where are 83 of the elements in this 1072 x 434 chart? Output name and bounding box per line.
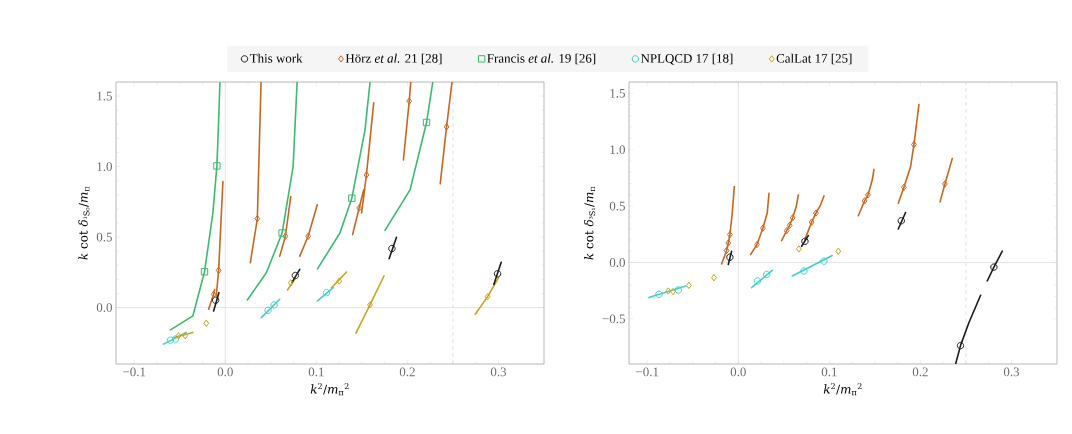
x-tick-label: 0.3 [1003, 367, 1020, 377]
point [278, 229, 286, 237]
point [725, 239, 732, 247]
point [254, 214, 261, 223]
point [203, 319, 210, 327]
point [200, 268, 209, 276]
point [175, 332, 182, 340]
point [166, 336, 175, 344]
y-axis-title: k cot δ$_{³S₁}$/m$_{π}$ [584, 186, 596, 260]
y-axis-title: k cot δ$_{¹S₀}$/m$_{π}$ [78, 186, 90, 260]
point [762, 270, 771, 279]
point [182, 332, 189, 340]
point [800, 267, 808, 275]
y-tick-label: −0.5 [602, 314, 625, 324]
point [348, 194, 356, 202]
point [789, 214, 796, 222]
x-tick-label: 0.0 [730, 367, 746, 377]
legend-label: Francis et al. 19 [26] [487, 53, 596, 65]
point [990, 263, 998, 271]
point [820, 257, 828, 265]
point [956, 341, 965, 350]
y-tick-label: 0.0 [96, 303, 112, 313]
point [336, 277, 343, 285]
point [270, 301, 278, 309]
x-tick-label: 0.2 [399, 367, 415, 377]
y-tick-label: 0.5 [96, 232, 112, 242]
legend-label: NPLQCD 17 [18] [640, 53, 733, 65]
point [291, 271, 300, 280]
point [786, 221, 793, 230]
legend-label: Hörz et al. 21 [28] [345, 53, 442, 65]
point [210, 290, 217, 299]
x-tick-label: 0.0 [217, 367, 233, 377]
point [264, 306, 272, 314]
legend-label: CalLat 17 [25] [776, 53, 852, 65]
point [213, 162, 221, 170]
point [493, 270, 502, 278]
y-tick-label: 0.5 [609, 201, 625, 211]
y-tick-label: 1.0 [610, 145, 625, 155]
x-tick-label: 0.1 [821, 367, 837, 377]
point [835, 247, 842, 255]
point [443, 123, 450, 131]
x-tick-label: −0.1 [636, 367, 659, 377]
point [901, 183, 907, 191]
point [655, 290, 663, 298]
point [665, 287, 672, 295]
x-tick-label: 0.2 [912, 367, 928, 377]
point [897, 217, 905, 225]
point [363, 171, 370, 179]
point [322, 288, 331, 297]
point [711, 274, 717, 282]
point [726, 253, 734, 261]
point [796, 245, 802, 253]
point [388, 244, 396, 253]
point [287, 279, 294, 287]
point [753, 277, 761, 285]
x-tick-label: −0.1 [123, 367, 146, 377]
legend-label: This work [249, 53, 303, 63]
point [484, 292, 491, 301]
point [282, 232, 289, 240]
point [406, 97, 413, 105]
point [813, 209, 819, 217]
x-tick-label: 0.1 [308, 367, 324, 377]
y-tick-label: 1.0 [97, 162, 112, 171]
point [422, 118, 431, 127]
point [367, 301, 373, 309]
y-tick-label: 1.5 [610, 88, 625, 98]
point [942, 180, 948, 188]
point [305, 232, 312, 240]
point [760, 224, 766, 232]
point [211, 296, 220, 304]
x-tick-label: 0.3 [490, 367, 507, 377]
point [865, 191, 871, 199]
point [723, 246, 730, 255]
y-tick-label: 0.0 [609, 258, 625, 267]
y-tick-label: 1.5 [97, 91, 112, 101]
point [215, 266, 222, 275]
point [801, 237, 809, 245]
point [674, 286, 682, 294]
point [171, 335, 180, 343]
point [356, 204, 363, 212]
point [783, 226, 790, 235]
point [808, 218, 815, 226]
point [861, 197, 868, 205]
